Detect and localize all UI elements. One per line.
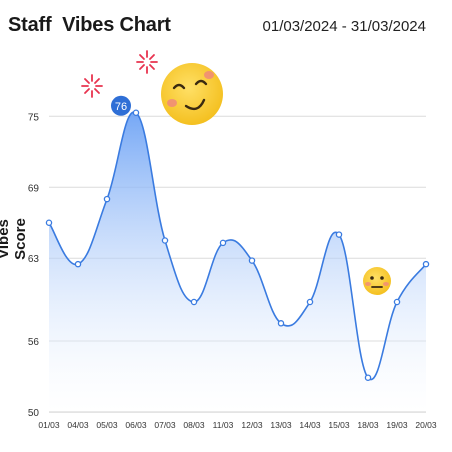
y-tick-label: 69 (28, 183, 40, 194)
x-tick-label: 13/03 (270, 420, 292, 430)
chart-title: Staff Vibes Chart (8, 14, 171, 36)
y-tick-label: 63 (28, 254, 40, 265)
data-point (277, 320, 285, 327)
x-tick-label: 14/03 (299, 420, 321, 430)
sparkle-icon (81, 74, 103, 98)
x-tick-label: 12/03 (241, 420, 263, 430)
data-point (364, 374, 372, 381)
y-tick-label: 75 (28, 112, 40, 123)
data-point (74, 260, 82, 268)
x-tick-label: 01/03 (38, 420, 60, 430)
x-tick-label: 19/03 (386, 420, 408, 430)
data-point (132, 109, 140, 117)
data-point (45, 219, 53, 227)
data-point (393, 298, 401, 306)
y-tick-label: 50 (28, 408, 40, 419)
sparkle-icon (136, 50, 158, 74)
peak-badge-label: 76 (115, 101, 127, 113)
data-point (190, 298, 198, 306)
x-tick-label: 08/03 (183, 420, 205, 430)
x-tick-label: 20/03 (415, 420, 437, 430)
data-point (219, 239, 227, 247)
data-point (422, 260, 430, 268)
x-tick-label: 07/03 (154, 420, 176, 430)
x-tick-label: 06/03 (125, 420, 147, 430)
series-line (48, 111, 427, 381)
x-tick-label: 11/03 (213, 420, 234, 430)
data-point (335, 231, 343, 238)
series-area (49, 112, 426, 412)
data-point (161, 237, 169, 244)
neutral-face-icon (363, 267, 391, 295)
data-point (248, 257, 256, 264)
data-point (306, 298, 314, 306)
peak-value-badge: 76 (111, 95, 131, 116)
y-tick-label: 56 (28, 337, 40, 348)
x-tick-label: 18/03 (357, 420, 379, 430)
smiling-face-icon (161, 63, 223, 125)
x-tick-label: 04/03 (67, 420, 89, 430)
peak-badge-circle (111, 95, 131, 116)
date-range: 01/03/2024 - 31/03/2024 (262, 18, 426, 35)
data-point (103, 195, 111, 203)
x-tick-label: 05/03 (96, 420, 118, 430)
x-tick-label: 15/03 (328, 420, 350, 430)
